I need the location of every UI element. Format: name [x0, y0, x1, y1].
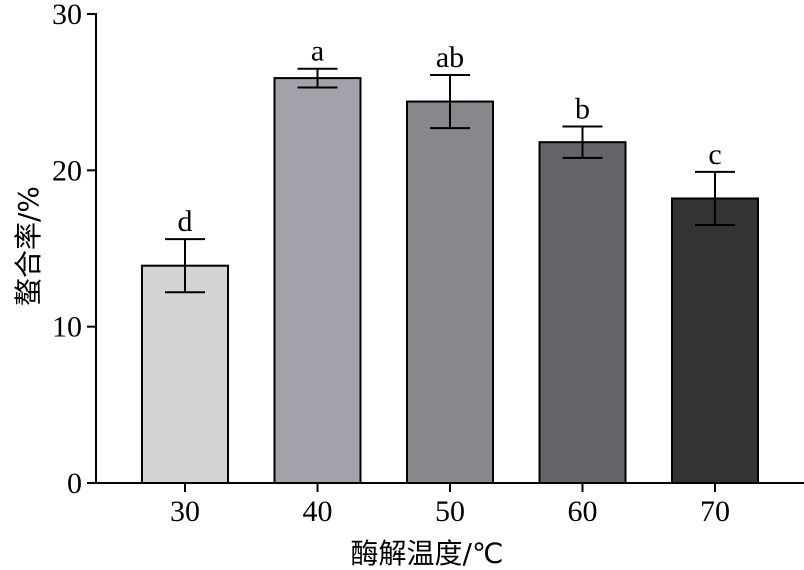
y-tick-label: 10	[52, 311, 82, 344]
bar	[538, 141, 627, 484]
x-tick-label: 70	[700, 495, 730, 528]
x-tick-label: 40	[303, 495, 333, 528]
bar	[671, 197, 759, 484]
bars	[141, 77, 759, 485]
significance-label: ab	[436, 41, 464, 74]
y-axis-ticks: 0 10 20 30	[52, 0, 96, 500]
significance-label: b	[575, 93, 590, 126]
y-tick-label: 20	[52, 154, 82, 187]
x-tick-label: 50	[435, 495, 465, 528]
bar	[273, 77, 362, 484]
y-axis-title: 螯合率/%	[12, 186, 45, 306]
significance-label: d	[178, 205, 193, 238]
y-tick-label: 30	[52, 0, 82, 31]
significance-label: c	[708, 138, 721, 171]
bar	[406, 100, 494, 485]
x-axis-title: 酶解温度/℃	[351, 537, 504, 570]
y-tick-label: 0	[67, 467, 82, 500]
bar	[141, 264, 229, 484]
error-bars	[165, 67, 735, 294]
x-tick-label: 60	[568, 495, 598, 528]
x-tick-label: 30	[170, 495, 200, 528]
significance-labels: d a ab b c	[178, 35, 722, 238]
significance-label: a	[311, 35, 324, 68]
x-axis-ticks: 30 40 50 60 70	[170, 483, 730, 528]
